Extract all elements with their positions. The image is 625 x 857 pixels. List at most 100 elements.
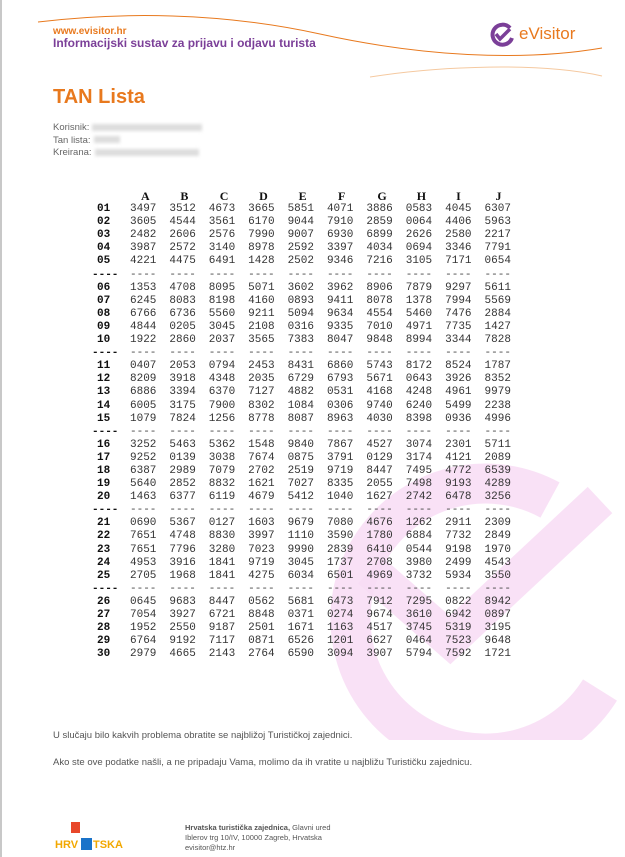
tan-code: 4475 [169,255,196,268]
tan-code: 3610 [405,609,433,621]
tan-code: 3094 [326,648,354,661]
tan-code: 3980 [405,556,433,569]
separator: ---- [248,268,275,281]
tan-code: 9187 [208,622,236,635]
table-row: 13 6886 3394 6370 7127 4882 0531 4168 4248 4961 99… [92,386,524,399]
tan-code: 4996 [484,412,511,425]
tan-code: 2911 [445,517,472,530]
separator: ---- [445,582,472,595]
system-subtitle: Informacijski sustav za prijavu i odjavu… [53,36,316,50]
tan-code: 0897 [484,609,511,621]
tan-code: 5367 [169,517,196,530]
tan-code: 3550 [484,569,511,582]
table-row: 26 0645 9683 8447 0562 5681 6473 7912 7295 0822 89… [92,596,524,609]
tan-code: 4168 [366,386,393,399]
tan-code: 9719 [326,464,354,477]
tan-code: 3997 [248,530,275,543]
tan-code: 5071 [248,281,275,294]
separator: ---- [484,504,511,517]
kreirana-label: Kreirana: [53,147,92,158]
row-label: 06 [97,281,111,294]
tan-code: 4543 [484,556,511,569]
tan-code: 3561 [208,216,236,229]
tan-code: 3605 [130,216,157,229]
row-label: 12 [97,373,111,386]
tan-code: 6491 [208,255,236,268]
separator: ---- [92,268,119,281]
tan-code: 9211 [248,307,275,320]
tan-code: 2037 [208,334,236,347]
tan-code: 3512 [169,203,196,216]
tan-code: 1952 [130,622,157,635]
tan-code: 4554 [366,307,393,320]
tan-code: 2979 [130,648,157,661]
tan-code: 9840 [287,438,314,451]
tan-code: 4527 [366,438,393,451]
tan-code: 6410 [366,543,393,556]
footer-email[interactable]: evisitor@htz.hr [185,843,236,852]
tan-code: 4961 [445,386,472,399]
separator: ---- [366,504,393,517]
tan-code: 3105 [405,255,433,268]
tan-code: 6766 [130,307,157,320]
meta-info: Korisnik: Tan lista: Kreirana: [53,122,203,160]
separator: ---- [445,268,472,281]
tan-code: 5094 [287,307,314,320]
tan-code: 3045 [208,320,236,333]
tan-code: 7171 [445,255,472,268]
tan-code: 2852 [169,478,196,491]
tan-code: 6793 [326,373,354,386]
tan-code: 6034 [287,569,314,582]
tan-code: 6884 [405,530,433,543]
tan-code: 7912 [366,595,393,608]
tan-code: 1780 [366,530,393,543]
column-header-H: H [416,189,427,203]
tan-code: 6501 [326,569,354,582]
tan-code: 1841 [208,569,236,582]
separator: ---- [405,347,433,360]
logo-text: eVisitor [519,24,576,43]
tan-code: 2860 [169,334,196,347]
separator: ---- [326,582,354,595]
row-label: 15 [97,412,111,425]
tan-code: 9648 [484,635,511,648]
tan-code: 7592 [445,648,472,661]
tan-code: 5794 [405,648,433,661]
tan-code: 8431 [287,360,314,373]
tan-code: 6473 [326,595,354,608]
tan-code: 7791 [484,242,511,255]
separator: ---- [92,347,119,360]
tan-code: 2482 [130,229,157,242]
tan-code: 2501 [248,622,275,635]
tan-code: 2301 [445,438,472,451]
separator: ---- [484,347,511,360]
tan-code: 3252 [130,438,157,451]
tan-code: 8447 [208,595,236,608]
tan-code: 0464 [405,635,433,648]
tan-code: 4969 [366,569,393,582]
separator: ---- [405,504,433,517]
tan-code: 1353 [130,281,157,294]
tan-code: 6387 [130,464,157,477]
tan-code: 4748 [169,530,196,543]
tan-code: 4772 [445,464,472,477]
tan-code: 8087 [287,412,314,425]
tan-code: 8963 [326,412,354,425]
tan-code: 1079 [130,412,157,425]
tan-code: 5362 [208,438,236,451]
tan-code: 6590 [287,648,314,661]
row-label: 17 [97,451,111,464]
separator-row: ---- ---- ---- ---- ---- ---- ---- ---- ---- ----… [92,426,524,439]
tan-code: 2626 [405,229,433,242]
tan-code: 1841 [208,556,236,569]
tan-code: 6478 [445,491,472,504]
tan-code: 3256 [484,491,511,504]
tan-code: 8172 [405,360,433,373]
tan-code: 6526 [287,635,314,648]
table-row: 21 0690 5367 0127 1603 9679 7080 4676 1262 2911 23… [92,517,524,530]
table-row: 16 3252 5463 5362 1548 9840 7867 4527 3074 2301 57… [92,439,524,452]
tan-code: 3918 [169,373,196,386]
evisitor-logo-icon [490,22,514,47]
table-row: 18 6387 2989 7079 2702 2519 9719 8447 7495 4772 65… [92,465,524,478]
row-label: 07 [97,294,111,307]
